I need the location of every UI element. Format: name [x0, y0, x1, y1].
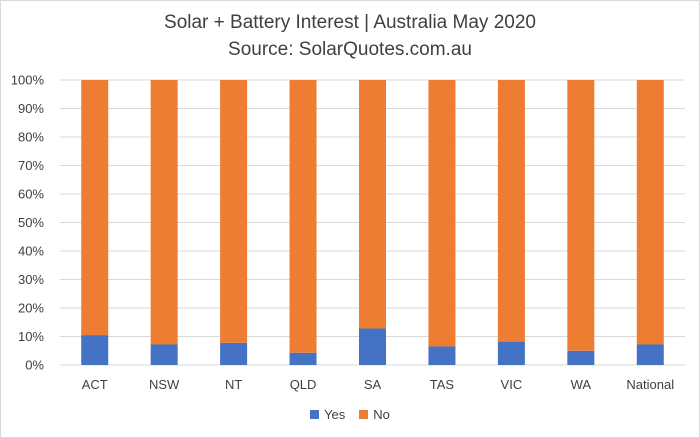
x-tick-label: ACT: [82, 377, 108, 392]
chart-title: Solar + Battery Interest | Australia May…: [164, 12, 536, 33]
legend-label-no: No: [373, 407, 390, 422]
x-tick-label: WA: [571, 377, 592, 392]
bar-yes-tas: [428, 346, 456, 365]
x-tick-label: NSW: [149, 377, 180, 392]
legend: Yes No: [0, 407, 700, 422]
y-tick-label: 100%: [11, 73, 45, 88]
legend-swatch-no: [359, 410, 369, 419]
x-tick-label: SA: [364, 377, 382, 392]
y-tick-label: 20%: [18, 301, 44, 316]
y-tick-label: 50%: [18, 215, 44, 230]
bar-no-nt: [220, 80, 248, 343]
x-tick-label: QLD: [290, 377, 317, 392]
legend-label-yes: Yes: [324, 407, 346, 422]
bar-yes-vic: [497, 341, 525, 365]
y-tick-label: 90%: [18, 101, 44, 116]
bar-yes-national: [636, 344, 664, 365]
bar-yes-sa: [359, 328, 386, 365]
y-tick-label: 80%: [18, 130, 44, 145]
bar-no-wa: [567, 80, 595, 351]
legend-item-yes: Yes: [310, 407, 345, 422]
y-tick-label: 10%: [18, 329, 44, 344]
y-tick-label: 30%: [18, 272, 44, 287]
bar-yes-wa: [567, 350, 595, 365]
bar-yes-act: [81, 335, 109, 365]
bar-yes-nt: [220, 342, 248, 365]
y-tick-label: 0%: [25, 358, 44, 373]
bar-no-sa: [359, 80, 386, 329]
x-tick-label: TAS: [430, 377, 455, 392]
y-tick-label: 70%: [18, 158, 44, 173]
bar-yes-nsw: [150, 344, 178, 365]
x-tick-label: NT: [225, 377, 242, 392]
legend-swatch-yes: [310, 410, 320, 419]
x-tick-label: VIC: [501, 377, 523, 392]
bar-no-vic: [497, 80, 525, 342]
legend-item-no: No: [359, 407, 390, 422]
bar-no-national: [636, 80, 664, 345]
bar-yes-qld: [289, 352, 317, 365]
y-tick-label: 60%: [18, 187, 44, 202]
bar-no-nsw: [150, 80, 178, 345]
bar-no-tas: [428, 80, 456, 347]
chart-subtitle: Source: SolarQuotes.com.au: [228, 39, 472, 60]
y-tick-label: 40%: [18, 244, 44, 259]
bar-no-act: [81, 80, 109, 336]
bar-no-qld: [289, 80, 317, 353]
x-tick-label: National: [626, 377, 674, 392]
